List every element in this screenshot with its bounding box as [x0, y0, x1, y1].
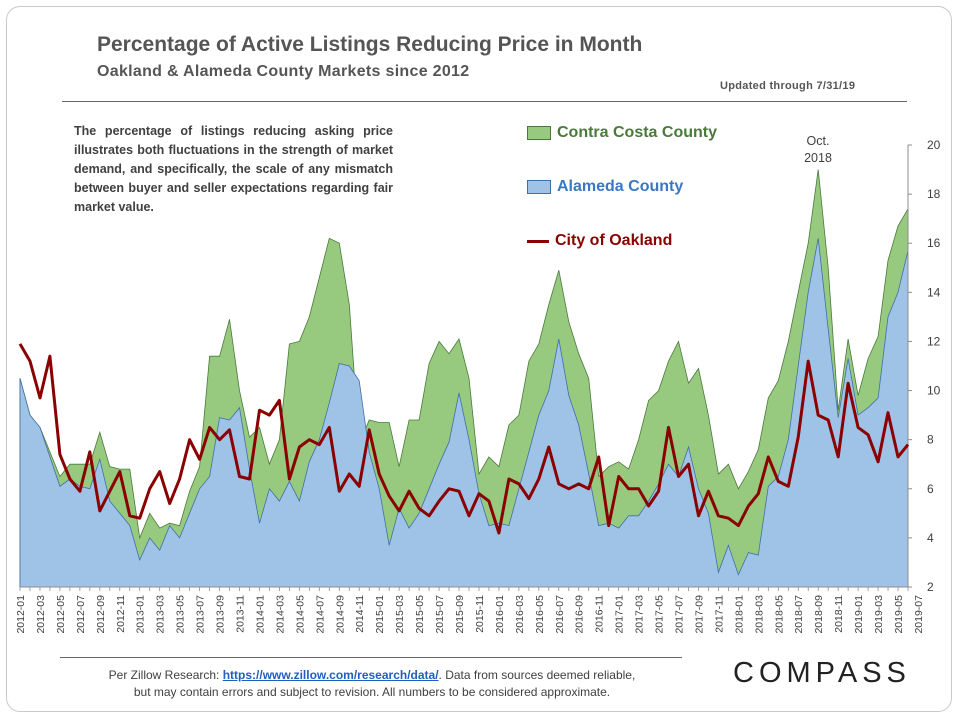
- x-tick-label: 2012-11: [115, 595, 127, 633]
- legend-item-oakland: City of Oakland: [527, 232, 672, 250]
- x-tick-label: 2019-01: [853, 595, 865, 634]
- series-line-city-of-oakland: [18, 343, 910, 535]
- x-tick-label: 2015-11: [474, 595, 486, 633]
- series-area-alameda-county: [19, 238, 909, 588]
- chart-title: Percentage of Active Listings Reducing P…: [97, 33, 643, 56]
- x-tick-label: 2017-05: [654, 595, 666, 634]
- legend-label-contra-costa: Contra Costa County: [557, 124, 717, 141]
- x-tick-label: 2016-11: [594, 595, 606, 633]
- x-tick-label: 2014-05: [294, 595, 306, 634]
- x-tick-label: 2018-03: [753, 595, 765, 634]
- y-tick-label: 18: [927, 187, 941, 201]
- y-tick-label: 20: [927, 138, 941, 152]
- x-tick-label: 2015-09: [454, 595, 466, 634]
- updated-note: Updated through 7/31/19: [720, 80, 856, 92]
- x-tick-label: 2013-07: [195, 595, 207, 634]
- y-tick-label: 10: [927, 384, 941, 398]
- compass-logo: COMPASS: [733, 657, 911, 689]
- x-tick-label: 2019-05: [893, 595, 905, 634]
- x-tick-label: 2018-09: [813, 595, 825, 634]
- x-tick-label: 2014-03: [274, 595, 286, 634]
- x-tick-label: 2015-05: [414, 595, 426, 634]
- legend-label-oakland: City of Oakland: [555, 232, 673, 249]
- footer-divider: [60, 657, 682, 658]
- chart-subtitle: Oakland & Alameda County Markets since 2…: [97, 63, 470, 80]
- legend-item-alameda: Alameda County: [527, 178, 683, 196]
- x-tick-label: 2014-07: [314, 595, 326, 634]
- footer-disclaimer: but may contain errors and subject to re…: [133, 685, 611, 699]
- x-tick-label: 2016-05: [534, 595, 546, 634]
- x-tick-label: 2013-03: [155, 595, 167, 634]
- x-tick-label: 2014-11: [354, 595, 366, 633]
- x-tick-label: 2016-01: [494, 595, 506, 634]
- y-tick-label: 2: [927, 580, 934, 594]
- x-tick-label: 2012-01: [15, 595, 27, 634]
- chart-description: The percentage of listings reducing aski…: [74, 124, 393, 214]
- legend-item-contra-costa: Contra Costa County: [527, 124, 717, 142]
- peak-annotation: Oct. 2018: [790, 133, 846, 167]
- x-tick-label: 2012-07: [75, 595, 87, 634]
- y-tick-label: 14: [927, 285, 941, 299]
- legend-label-alameda: Alameda County: [557, 178, 684, 195]
- x-tick-label: 2019-07: [913, 595, 925, 634]
- legend-swatch-alameda: [527, 180, 551, 194]
- x-tick-label: 2012-03: [35, 595, 47, 634]
- x-tick-label: 2014-01: [254, 595, 266, 634]
- y-tick-label: 12: [927, 334, 941, 348]
- footer-prefix: Per Zillow Research:: [108, 668, 223, 682]
- x-tick-label: 2018-11: [833, 595, 845, 633]
- footer-note: Per Zillow Research: https://www.zillow.…: [62, 667, 682, 701]
- legend-swatch-contra-costa: [527, 126, 551, 140]
- x-tick-label: 2018-05: [773, 595, 785, 634]
- x-tick-label: 2016-09: [574, 595, 586, 634]
- peak-annotation-year: 2018: [804, 151, 832, 165]
- x-tick-label: 2018-07: [793, 595, 805, 634]
- x-tick-label: 2014-09: [334, 595, 346, 634]
- x-tick-label: 2013-11: [235, 595, 247, 633]
- x-tick-label: 2017-01: [614, 595, 626, 634]
- x-tick-label: 2015-01: [374, 595, 386, 634]
- footer-suffix: . Data from sources deemed reliable,: [438, 668, 636, 682]
- zillow-data-link[interactable]: https://www.zillow.com/research/data/: [222, 668, 439, 682]
- y-tick-label: 8: [927, 433, 934, 447]
- x-tick-label: 2012-09: [95, 595, 107, 634]
- x-tick-label: 2015-03: [394, 595, 406, 634]
- x-tick-label: 2013-01: [135, 595, 147, 634]
- x-tick-label: 2017-03: [634, 595, 646, 634]
- x-tick-label: 2018-01: [733, 595, 745, 634]
- y-tick-label: 4: [927, 531, 934, 545]
- x-tick-label: 2016-07: [554, 595, 566, 634]
- y-tick-label: 16: [927, 236, 941, 250]
- x-tick-label: 2017-09: [693, 595, 705, 634]
- x-tick-label: 2013-05: [175, 595, 187, 634]
- x-tick-label: 2012-05: [55, 595, 67, 634]
- x-tick-label: 2019-03: [873, 595, 885, 634]
- legend-swatch-oakland: [527, 239, 549, 243]
- peak-annotation-month: Oct.: [806, 134, 830, 148]
- y-tick-label: 6: [927, 482, 934, 496]
- header-divider: [62, 101, 907, 102]
- x-tick-label: 2017-11: [713, 595, 725, 633]
- x-tick-label: 2013-09: [215, 595, 227, 634]
- x-tick-label: 2016-03: [514, 595, 526, 634]
- x-tick-label: 2017-07: [674, 595, 686, 634]
- x-tick-label: 2015-07: [434, 595, 446, 634]
